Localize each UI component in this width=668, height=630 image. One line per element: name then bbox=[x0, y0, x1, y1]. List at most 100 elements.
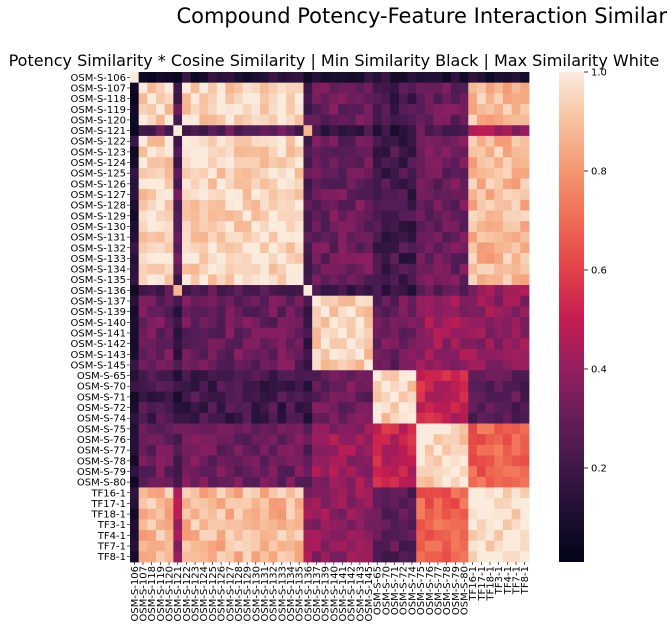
heatmap-cell bbox=[268, 476, 278, 488]
heatmap-cell bbox=[468, 135, 478, 147]
heatmap-cell bbox=[476, 295, 487, 307]
heatmap-cell bbox=[312, 348, 322, 361]
heatmap-cell bbox=[251, 189, 261, 201]
heatmap-cell bbox=[286, 508, 296, 520]
heatmap-cell bbox=[372, 530, 382, 542]
heatmap-cell bbox=[502, 348, 513, 361]
heatmap-cell bbox=[485, 135, 495, 147]
heatmap-cell bbox=[372, 82, 382, 94]
heatmap-cell bbox=[338, 199, 348, 211]
heatmap-cell bbox=[147, 423, 157, 435]
heatmap-cell bbox=[520, 423, 530, 435]
heatmap-cell bbox=[468, 412, 478, 424]
heatmap-cell bbox=[520, 466, 530, 478]
heatmap-cell bbox=[381, 455, 391, 467]
heatmap-cell bbox=[407, 72, 417, 84]
heatmap-cell bbox=[398, 370, 408, 382]
heatmap-cell bbox=[381, 476, 391, 488]
heatmap-cell bbox=[286, 242, 296, 254]
heatmap-cell bbox=[390, 263, 400, 275]
heatmap-cell bbox=[520, 82, 530, 94]
heatmap-cell bbox=[424, 210, 434, 222]
heatmap-cell bbox=[424, 402, 434, 414]
heatmap-cell bbox=[286, 221, 296, 233]
heatmap-cell bbox=[147, 125, 157, 137]
heatmap-cell bbox=[286, 295, 296, 307]
heatmap-cell bbox=[138, 189, 148, 201]
heatmap-cell bbox=[312, 402, 322, 414]
heatmap-cell bbox=[433, 476, 443, 488]
heatmap-cell bbox=[242, 359, 252, 371]
heatmap-cell bbox=[225, 157, 235, 169]
heatmap-cell bbox=[242, 327, 252, 339]
heatmap-cell bbox=[494, 72, 504, 84]
heatmap-cell bbox=[407, 487, 417, 499]
heatmap-cell bbox=[511, 295, 521, 307]
heatmap-cell bbox=[147, 455, 157, 467]
heatmap-cell bbox=[416, 103, 426, 116]
y-tick-label: TF18-1 bbox=[90, 510, 126, 521]
heatmap-cell bbox=[364, 274, 374, 286]
heatmap-cell bbox=[381, 540, 391, 552]
y-tick-label: TF7-1 bbox=[97, 542, 126, 553]
heatmap-cell bbox=[130, 487, 140, 499]
heatmap-cell bbox=[502, 508, 513, 520]
heatmap-cell bbox=[208, 540, 218, 552]
heatmap-cell bbox=[303, 199, 313, 211]
heatmap-cell bbox=[130, 189, 140, 201]
heatmap-cell bbox=[225, 412, 235, 424]
heatmap-cell bbox=[277, 380, 287, 392]
heatmap-cell bbox=[372, 295, 382, 307]
heatmap-cell bbox=[294, 519, 304, 531]
heatmap-cell bbox=[381, 370, 391, 382]
heatmap-cell bbox=[251, 530, 261, 542]
heatmap-cell bbox=[260, 82, 270, 94]
heatmap-cell bbox=[338, 455, 348, 467]
y-tick-label: OSM-S-77 bbox=[77, 446, 126, 457]
heatmap-cell bbox=[312, 476, 322, 488]
heatmap-cell bbox=[459, 231, 469, 243]
heatmap-cell bbox=[303, 253, 313, 265]
heatmap-cell bbox=[433, 231, 443, 243]
heatmap-cell bbox=[182, 519, 192, 531]
heatmap-cell bbox=[468, 167, 478, 179]
heatmap-cell bbox=[433, 72, 443, 84]
heatmap-cell bbox=[450, 103, 460, 116]
heatmap-cell bbox=[381, 221, 391, 233]
heatmap-cell bbox=[182, 93, 192, 105]
heatmap-cell bbox=[242, 135, 252, 147]
heatmap-cell bbox=[433, 466, 443, 478]
heatmap-cell bbox=[390, 508, 400, 520]
heatmap-cell bbox=[372, 125, 382, 137]
heatmap-cell bbox=[268, 338, 278, 350]
heatmap-cell bbox=[268, 167, 278, 179]
heatmap-cell bbox=[424, 125, 434, 137]
heatmap-cell bbox=[190, 221, 200, 233]
heatmap-cell bbox=[355, 466, 365, 478]
heatmap-cell bbox=[268, 423, 278, 435]
heatmap-cell bbox=[398, 135, 408, 147]
heatmap-cell bbox=[147, 231, 157, 243]
heatmap-cell bbox=[364, 412, 374, 424]
heatmap-cell bbox=[208, 157, 218, 169]
heatmap-cell bbox=[303, 306, 313, 318]
heatmap-cell bbox=[520, 434, 530, 446]
heatmap-cell bbox=[234, 327, 244, 339]
heatmap-cell bbox=[251, 242, 261, 254]
heatmap-cell bbox=[286, 167, 296, 179]
heatmap-cell bbox=[398, 412, 408, 424]
heatmap-cell bbox=[138, 274, 148, 286]
heatmap-cell bbox=[294, 242, 304, 254]
heatmap-cell bbox=[381, 157, 391, 169]
heatmap-cell bbox=[147, 348, 157, 361]
heatmap-cell bbox=[450, 487, 460, 499]
heatmap-cell bbox=[208, 82, 218, 94]
heatmap-cell bbox=[485, 178, 495, 190]
heatmap-cell bbox=[381, 199, 391, 211]
heatmap-cell bbox=[433, 189, 443, 201]
heatmap-cell bbox=[312, 455, 322, 467]
heatmap-cell bbox=[459, 242, 469, 254]
heatmap-cell bbox=[372, 263, 382, 275]
heatmap-cell bbox=[390, 157, 400, 169]
heatmap-cell bbox=[208, 338, 218, 350]
